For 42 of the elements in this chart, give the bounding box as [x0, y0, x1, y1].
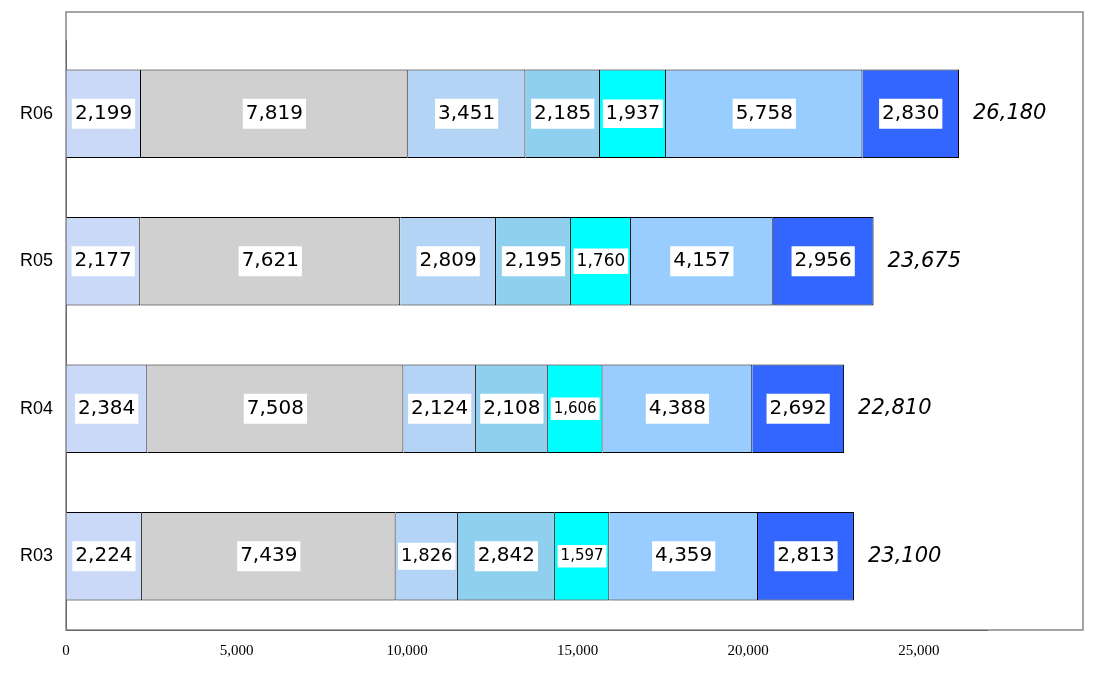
total-label: 22,810 [858, 395, 932, 420]
y-tick-label: R03 [19, 545, 54, 566]
x-tick-label: 0 [62, 641, 70, 658]
data-label: 2,842 [477, 542, 536, 567]
data-label: 7,508 [246, 394, 305, 419]
y-tick-label: R04 [19, 397, 54, 418]
x-tick-label: 15,000 [557, 641, 599, 658]
data-label: 4,157 [673, 247, 731, 272]
data-label: 2,692 [769, 394, 827, 419]
data-label: 7,819 [245, 99, 304, 124]
y-tick-label: R06 [19, 102, 54, 123]
total-label: 23,100 [867, 542, 942, 567]
total-label: 26,180 [973, 100, 1047, 125]
data-label: 1,597 [560, 546, 604, 565]
x-tick-label: 5,000 [219, 641, 254, 658]
data-label: 1,606 [553, 398, 597, 417]
data-label: 5,758 [735, 99, 793, 124]
data-label: 7,439 [240, 542, 298, 567]
data-label: 2,813 [777, 542, 835, 567]
data-label: 2,195 [504, 247, 563, 272]
data-label: 1,760 [576, 249, 626, 270]
data-label: 2,830 [882, 99, 940, 124]
x-tick-label: 10,000 [386, 641, 428, 658]
data-label: 1,937 [605, 100, 661, 123]
data-label: 2,956 [794, 247, 852, 272]
data-label: 4,388 [648, 394, 707, 419]
data-label: 2,177 [74, 247, 132, 272]
x-tick-label: 25,000 [898, 641, 940, 658]
data-label: 2,108 [483, 394, 541, 419]
data-label: 2,384 [78, 394, 136, 419]
data-label: 2,809 [419, 247, 477, 272]
data-label: 2,224 [75, 542, 133, 567]
total-label: 23,675 [887, 247, 962, 272]
data-label: 2,124 [411, 394, 469, 419]
data-label: 7,621 [241, 247, 299, 272]
data-label: 1,826 [401, 543, 453, 565]
data-label: 2,199 [74, 99, 133, 124]
data-label: 3,451 [437, 99, 496, 124]
data-label: 4,359 [655, 542, 713, 567]
y-tick-label: R05 [19, 250, 54, 271]
data-label: 2,185 [534, 99, 592, 124]
x-tick-label: 20,000 [727, 641, 769, 658]
